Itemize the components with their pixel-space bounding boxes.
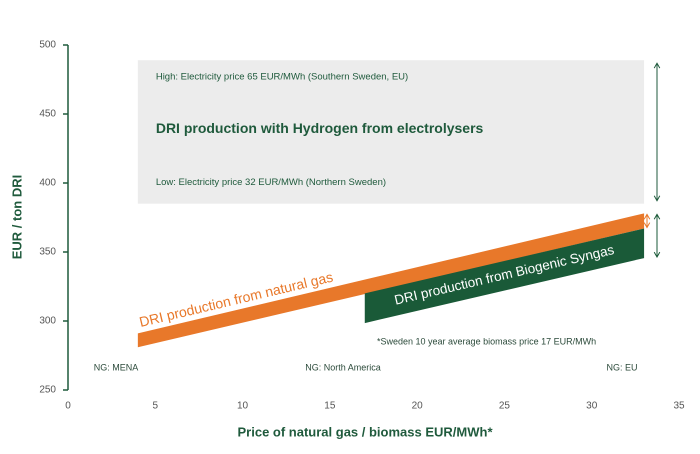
y-tick-label: 300 <box>39 316 56 327</box>
footnote: *Sweden 10 year average biomass price 17… <box>377 336 596 346</box>
band <box>137 213 645 348</box>
x-tick-label: 20 <box>412 401 424 412</box>
annotation: NG: North America <box>305 362 381 372</box>
range-low-label: Low: Electricity price 32 EUR/MWh (North… <box>156 177 386 188</box>
y-tick-label: 500 <box>39 40 56 51</box>
x-tick-label: 25 <box>499 401 511 412</box>
y-tick-label: 400 <box>39 178 56 189</box>
y-tick-label: 450 <box>39 109 56 120</box>
range-title: DRI production with Hydrogen from electr… <box>156 120 484 136</box>
x-axis-label: Price of natural gas / biomass EUR/MWh* <box>238 424 494 439</box>
range-high-label: High: Electricity price 65 EUR/MWh (Sout… <box>156 72 408 83</box>
range-box <box>137 60 645 204</box>
y-tick-label: 350 <box>39 247 56 258</box>
x-tick-label: 5 <box>153 401 159 412</box>
x-tick-label: 10 <box>237 401 249 412</box>
x-tick-label: 0 <box>65 401 71 412</box>
annotation: NG: EU <box>606 362 637 372</box>
band <box>364 228 645 324</box>
annotation: NG: MENA <box>94 362 139 372</box>
x-tick-label: 35 <box>673 401 685 412</box>
y-tick-label: 250 <box>39 385 56 396</box>
y-axis-label: EUR / ton DRI <box>9 175 24 260</box>
x-tick-label: 30 <box>586 401 598 412</box>
x-tick-label: 15 <box>324 401 336 412</box>
